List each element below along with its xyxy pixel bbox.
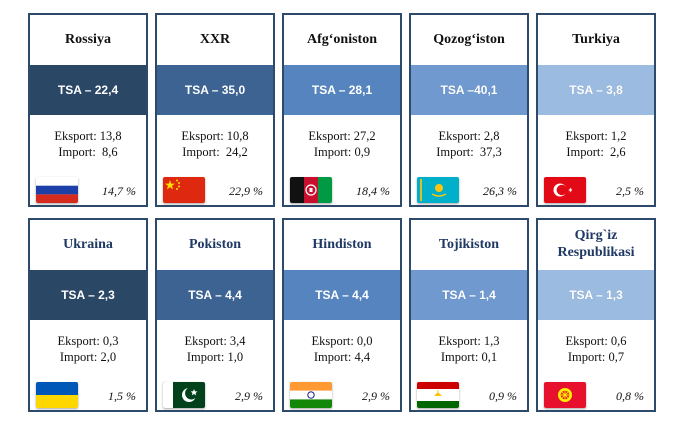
tsa-value: TSA – 4,4 bbox=[157, 270, 273, 320]
share-percent: 26,3 % bbox=[483, 184, 517, 198]
trade-values: Eksport: 1,3 Import: 0,1 bbox=[411, 333, 527, 365]
india-flag-icon bbox=[290, 382, 332, 408]
tsa-value: TSA –40,1 bbox=[411, 65, 527, 115]
trade-values: Eksport: 13,8 Import: 8,6 bbox=[30, 128, 146, 160]
tsa-value: TSA – 3,8 bbox=[538, 65, 654, 115]
russia-flag-icon bbox=[36, 177, 78, 203]
import-value: Import: 4,4 bbox=[313, 350, 371, 364]
china-flag-icon bbox=[163, 177, 205, 203]
trade-values: Eksport: 0,6 Import: 0,7 bbox=[538, 333, 654, 365]
export-value: Eksport: 2,8 bbox=[438, 129, 500, 143]
export-value: Eksport: 1,3 bbox=[438, 334, 500, 348]
country-card-india: Hindiston TSA – 4,4 Eksport: 0,0 Import:… bbox=[282, 218, 402, 412]
turkey-flag-icon bbox=[544, 177, 586, 203]
country-name: Rossiya bbox=[65, 31, 111, 47]
tsa-value: TSA – 2,3 bbox=[30, 270, 146, 320]
country-name: XXR bbox=[199, 31, 231, 47]
country-name: Afg‘oniston bbox=[306, 31, 377, 47]
tajikistan-flag-icon bbox=[417, 382, 459, 408]
afghanistan-flag-icon bbox=[290, 177, 332, 203]
country-name: Hindiston bbox=[312, 236, 372, 252]
import-value: Import: 0,9 bbox=[313, 145, 371, 159]
import-value: Import: 8,6 bbox=[58, 145, 118, 159]
country-card-kazakhstan: Qozog‘iston TSA –40,1 Eksport: 2,8 Impor… bbox=[409, 13, 529, 207]
tsa-value: TSA – 4,4 bbox=[284, 270, 400, 320]
country-card-russia: Rossiya TSA – 22,4 Eksport: 13,8 Import:… bbox=[28, 13, 148, 207]
import-value: Import: 1,0 bbox=[186, 350, 244, 364]
ukraine-flag-icon bbox=[36, 382, 78, 408]
import-value: Import: 37,3 bbox=[436, 145, 502, 159]
country-card-china: XXR TSA – 35,0 Eksport: 10,8 Import: 24,… bbox=[155, 13, 275, 207]
trade-values: Eksport: 0,0 Import: 4,4 bbox=[284, 333, 400, 365]
tsa-value: TSA – 1,4 bbox=[411, 270, 527, 320]
share-percent: 14,7 % bbox=[102, 184, 136, 198]
export-value: Eksport: 0,3 bbox=[57, 334, 119, 348]
share-percent: 22,9 % bbox=[229, 184, 263, 198]
share-percent: 2,9 % bbox=[235, 389, 263, 403]
tsa-value: TSA – 35,0 bbox=[157, 65, 273, 115]
trade-values: Eksport: 0,3 Import: 2,0 bbox=[30, 333, 146, 365]
import-value: Import: 24,2 bbox=[182, 145, 248, 159]
tsa-value: TSA – 22,4 bbox=[30, 65, 146, 115]
country-name: Qozog‘iston bbox=[433, 31, 505, 47]
share-percent: 2,9 % bbox=[362, 389, 390, 403]
export-value: Eksport: 1,2 bbox=[565, 129, 627, 143]
kazakhstan-flag-icon bbox=[417, 177, 459, 203]
country-name: Pokiston bbox=[188, 236, 242, 252]
country-card-afghanistan: Afg‘oniston TSA – 28,1 Eksport: 27,2 Imp… bbox=[282, 13, 402, 207]
export-value: Eksport: 3,4 bbox=[184, 334, 246, 348]
tsa-value: TSA – 1,3 bbox=[538, 270, 654, 320]
share-percent: 1,5 % bbox=[108, 389, 136, 403]
country-card-ukraine: Ukraina TSA – 2,3 Eksport: 0,3 Import: 2… bbox=[28, 218, 148, 412]
share-percent: 0,9 % bbox=[489, 389, 517, 403]
trade-values: Eksport: 1,2 Import: 2,6 bbox=[538, 128, 654, 160]
pakistan-flag-icon bbox=[163, 382, 205, 408]
export-value: Eksport: 27,2 bbox=[308, 129, 376, 143]
export-value: Eksport: 10,8 bbox=[181, 129, 249, 143]
country-name: Qirg`iz Respublikasi bbox=[557, 228, 635, 260]
export-value: Eksport: 0,6 bbox=[565, 334, 627, 348]
trade-values: Eksport: 10,8 Import: 24,2 bbox=[157, 128, 273, 160]
kyrgyzstan-flag-icon bbox=[544, 382, 586, 408]
country-card-kyrgyzstan: Qirg`iz Respublikasi TSA – 1,3 Eksport: … bbox=[536, 218, 656, 412]
country-card-tajikistan: Tojikiston TSA – 1,4 Eksport: 1,3 Import… bbox=[409, 218, 529, 412]
export-value: Eksport: 13,8 bbox=[54, 129, 122, 143]
import-value: Import: 2,0 bbox=[59, 350, 117, 364]
country-name: Ukraina bbox=[63, 236, 113, 252]
country-name: Turkiya bbox=[572, 31, 620, 47]
country-name: Tojikiston bbox=[438, 236, 500, 252]
import-value: Import: 2,6 bbox=[566, 145, 626, 159]
export-value: Eksport: 0,0 bbox=[311, 334, 373, 348]
share-percent: 18,4 % bbox=[356, 184, 390, 198]
share-percent: 2,5 % bbox=[616, 184, 644, 198]
import-value: Import: 0,1 bbox=[440, 350, 498, 364]
trade-values: Eksport: 27,2 Import: 0,9 bbox=[284, 128, 400, 160]
country-card-turkey: Turkiya TSA – 3,8 Eksport: 1,2 Import: 2… bbox=[536, 13, 656, 207]
tsa-value: TSA – 28,1 bbox=[284, 65, 400, 115]
country-card-pakistan: Pokiston TSA – 4,4 Eksport: 3,4 Import: … bbox=[155, 218, 275, 412]
share-percent: 0,8 % bbox=[616, 389, 644, 403]
trade-values: Eksport: 2,8 Import: 37,3 bbox=[411, 128, 527, 160]
trade-values: Eksport: 3,4 Import: 1,0 bbox=[157, 333, 273, 365]
import-value: Import: 0,7 bbox=[567, 350, 625, 364]
